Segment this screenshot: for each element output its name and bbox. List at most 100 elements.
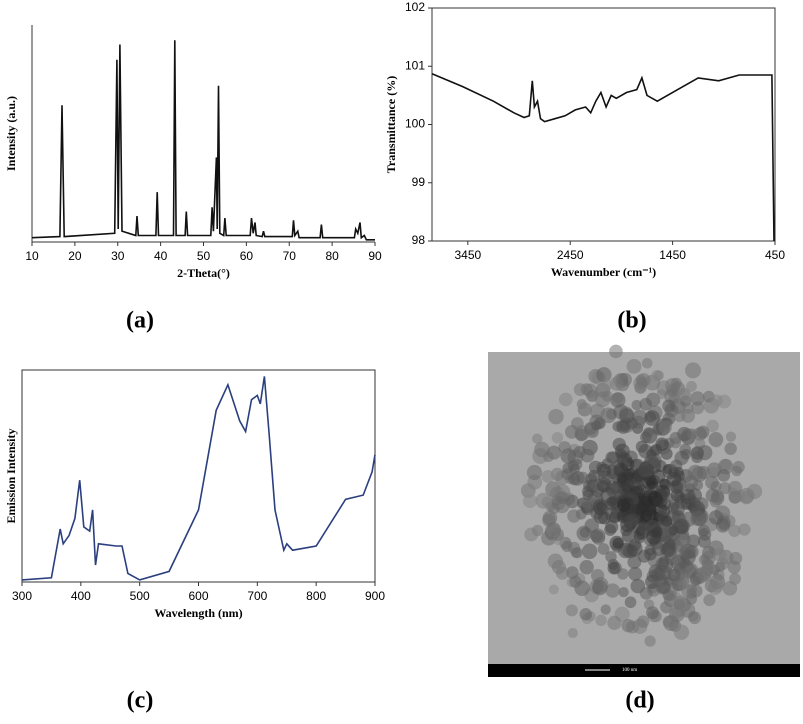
x-tick-label: 3450 [454, 248, 481, 262]
particle [522, 493, 538, 508]
particle [639, 397, 653, 411]
particle [558, 392, 573, 407]
particle [621, 618, 635, 633]
scale-bar-label: 100 nm [622, 668, 637, 673]
particle [644, 410, 660, 426]
particle [600, 604, 611, 615]
particle [653, 370, 664, 381]
particle [708, 510, 724, 525]
particle [688, 611, 702, 625]
particle [602, 379, 613, 391]
data-line [31, 40, 375, 241]
x-tick-label: 500 [130, 589, 150, 603]
x-tick-label: 900 [365, 589, 385, 603]
x-tick-label: 400 [71, 589, 91, 603]
particle [566, 566, 579, 579]
particle [579, 560, 594, 575]
particle [703, 594, 716, 607]
particle [612, 392, 624, 404]
particle [658, 581, 671, 595]
particle [655, 437, 669, 451]
x-tick-label: 450 [765, 248, 785, 262]
particle [673, 624, 690, 640]
particle [727, 487, 738, 498]
particle [687, 428, 698, 440]
particle [673, 466, 684, 478]
x-axis-label: 2-Theta(°) [177, 266, 230, 280]
particle [580, 448, 595, 463]
particle [706, 419, 719, 433]
particle [665, 538, 676, 550]
particle [524, 527, 539, 542]
particle [646, 606, 659, 620]
data-line [431, 73, 775, 242]
particle [596, 367, 612, 383]
particle [648, 445, 660, 457]
particle [640, 509, 653, 522]
scale-bar-strip [488, 664, 800, 677]
particle [532, 433, 543, 444]
particle [640, 495, 653, 508]
plot-frame [21, 369, 376, 583]
particle [605, 520, 619, 534]
x-tick-label: 600 [188, 589, 208, 603]
particle [631, 399, 642, 411]
particle [709, 578, 725, 593]
y-tick-label: 102 [405, 0, 425, 14]
panel-label: (c) [127, 688, 154, 714]
particle [651, 469, 666, 484]
particle [526, 464, 543, 481]
x-tick-label: 70 [283, 249, 297, 263]
particle [725, 431, 737, 442]
particle [616, 472, 628, 484]
particle [674, 450, 689, 466]
particle [605, 551, 617, 563]
particle [562, 462, 574, 474]
particle [731, 465, 743, 477]
x-tick-label: 700 [247, 589, 267, 603]
particle [686, 584, 698, 595]
particle [709, 495, 722, 508]
particle [579, 527, 591, 538]
particle [568, 473, 581, 486]
y-tick-label: 99 [412, 175, 426, 189]
particle [616, 420, 631, 434]
particle [636, 615, 650, 628]
particle [549, 522, 561, 534]
particle [605, 583, 620, 598]
particle [673, 491, 686, 504]
particle [565, 604, 578, 617]
particle [717, 469, 731, 482]
particle [707, 466, 720, 479]
x-axis-label: Wavelength (nm) [154, 606, 242, 620]
particle [597, 463, 611, 478]
particle [597, 543, 610, 555]
x-tick-label: 90 [368, 249, 382, 263]
particle [567, 541, 581, 555]
particle [652, 497, 664, 508]
particle [635, 440, 648, 453]
particle [614, 443, 630, 459]
particle [729, 551, 743, 565]
particle [605, 451, 618, 464]
particle [685, 362, 701, 379]
particle [571, 458, 583, 471]
x-tick-label: 30 [111, 249, 125, 263]
particle [607, 615, 622, 630]
particle [697, 445, 713, 461]
particle [710, 394, 723, 407]
particle [592, 498, 609, 515]
particle [724, 442, 737, 455]
particle [729, 572, 741, 585]
particle [677, 426, 692, 442]
x-tick-label: 60 [240, 249, 254, 263]
particle [712, 547, 727, 562]
x-tick-label: 40 [154, 249, 168, 263]
particle [628, 566, 643, 581]
particle [577, 404, 590, 416]
particle [656, 389, 667, 400]
particle [674, 596, 688, 611]
data-line [21, 376, 376, 581]
x-tick-label: 80 [325, 249, 339, 263]
